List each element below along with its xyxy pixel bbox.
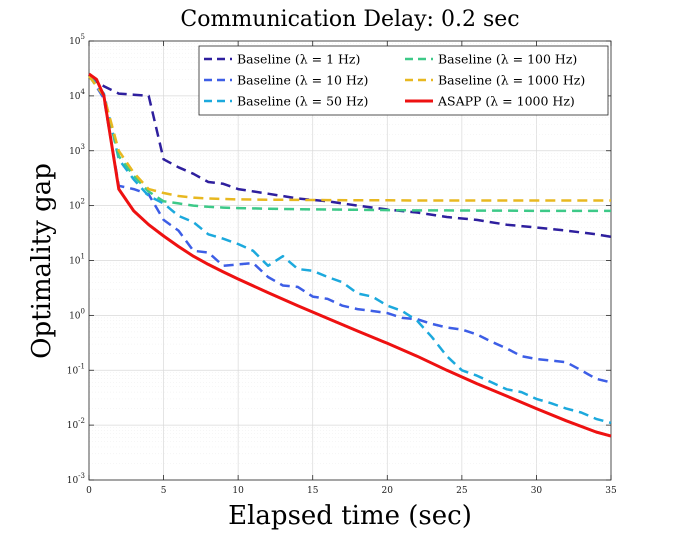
- series-line-3: [88, 74, 612, 425]
- legend-label-1: Baseline (λ = 1 Hz): [237, 52, 360, 67]
- series-line-4: [87, 75, 611, 213]
- legend-label-6: ASAPP (λ = 1000 Hz): [437, 94, 575, 109]
- x-tick-label: 30: [531, 486, 543, 496]
- x-tick-label: 0: [86, 486, 92, 496]
- series-line-6: [88, 72, 612, 438]
- series-layer: [87, 72, 612, 438]
- series-line-5: [87, 75, 611, 202]
- x-tick-label: 35: [605, 486, 617, 496]
- x-tick-label: 15: [307, 486, 319, 496]
- legend: Baseline (λ = 1 Hz) Baseline (λ = 10 Hz) B…: [198, 45, 609, 116]
- x-tick-label: 10: [232, 486, 244, 496]
- legend-label-2: Baseline (λ = 10 Hz): [237, 73, 368, 88]
- x-tick-label: 5: [161, 486, 167, 496]
- chart-title: Communication Delay: 0.2 sec: [180, 7, 519, 32]
- legend-label-5: Baseline (λ = 1000 Hz): [438, 73, 585, 88]
- series-line-2: [87, 74, 612, 384]
- x-axis-label: Elapsed time (sec): [228, 501, 472, 531]
- legend-label-4: Baseline (λ = 100 Hz): [438, 52, 577, 67]
- x-tick-label: 25: [456, 486, 468, 496]
- series-line-1: [88, 76, 612, 239]
- legend-label-3: Baseline (λ = 50 Hz): [237, 94, 368, 109]
- legend-box: [198, 45, 609, 116]
- y-axis-label: Optimality gap: [27, 163, 57, 359]
- x-tick-label: 20: [382, 486, 394, 496]
